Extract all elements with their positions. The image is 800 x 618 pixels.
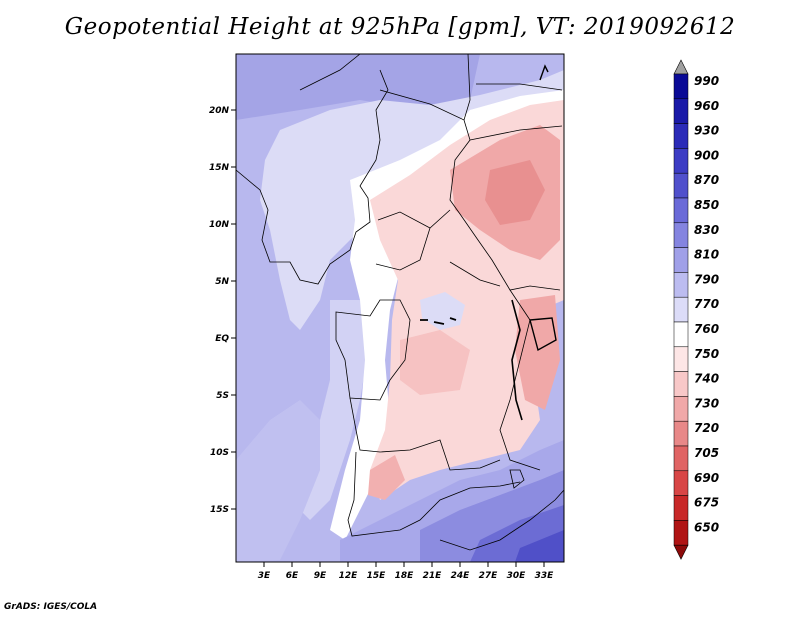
colorbar-label: 900 <box>694 148 719 162</box>
colorbar-swatch <box>673 272 689 298</box>
lon-label: 21E <box>423 571 443 581</box>
lat-axis: 20N 15N 10N 5N EQ 5S 10S 15S <box>209 106 236 515</box>
nile-coast <box>539 64 549 81</box>
lat-label: 15N <box>209 163 230 173</box>
lon-label: 3E <box>258 571 271 581</box>
colorbar-label: 870 <box>694 173 719 187</box>
colorbar-label: 690 <box>694 471 719 485</box>
border-west-africa <box>236 69 389 285</box>
lon-label: 9E <box>314 571 327 581</box>
colorbar-swatch <box>673 148 689 174</box>
lon-axis: 3E 6E 9E 12E 15E 18E 21E 24E 27E 30E 33E <box>258 562 554 581</box>
colorbar-swatch <box>673 222 689 248</box>
colorbar-swatch <box>673 321 689 348</box>
border-north-1 <box>299 54 361 91</box>
field-south-blue-4 <box>515 530 564 562</box>
colorbar-label: 705 <box>694 446 719 460</box>
lakes-chain <box>511 299 523 421</box>
colorbar-swatch <box>673 495 689 521</box>
field-salmon-south <box>368 455 405 500</box>
field-salmon-east <box>515 295 560 410</box>
colorbar-swatch <box>673 346 689 372</box>
lon-label: 15E <box>367 571 387 581</box>
colorbar-swatch <box>673 296 689 323</box>
colorbar-label: 990 <box>694 74 719 88</box>
lon-label: 24E <box>451 571 471 581</box>
colorbar: 990 960 930 900 870 850 830 810 790 770 760 750 740 7… <box>673 59 719 560</box>
colorbar-label: 650 <box>694 520 719 534</box>
colorbar-swatch <box>673 470 689 496</box>
lat-label: 20N <box>209 106 230 116</box>
field-red-core <box>485 160 545 225</box>
border-angola <box>347 451 521 537</box>
colorbar-swatch <box>673 197 689 224</box>
lon-label: 6E <box>286 571 299 581</box>
inland-water <box>420 317 457 325</box>
field-sw-ocean <box>236 400 320 562</box>
colorbar-label: 810 <box>694 248 719 262</box>
colorbar-label: 830 <box>694 223 719 237</box>
country-borders <box>236 54 564 551</box>
colorbar-swatch <box>673 247 689 273</box>
field-north-band <box>236 54 480 120</box>
field-pale-north <box>260 70 564 330</box>
colorbar-swatch <box>673 520 689 546</box>
colorbar-bottom-arrow <box>673 544 689 560</box>
colorbar-top-arrow <box>673 59 689 75</box>
colorbar-label: 760 <box>694 322 719 336</box>
colorbar-label: 750 <box>694 347 719 361</box>
lat-label: EQ <box>215 334 229 344</box>
chart-title: Geopotential Height at 925hPa [gpm], VT:… <box>64 14 736 40</box>
border-lake <box>509 469 525 489</box>
lon-label: 27E <box>479 571 499 581</box>
colorbar-label: 930 <box>694 124 719 138</box>
lat-label: 10N <box>209 220 230 230</box>
lat-label: 5N <box>215 277 229 287</box>
border-sudan <box>469 83 563 141</box>
colorbar-swatch <box>673 371 689 397</box>
field-pink-center <box>400 330 470 395</box>
colorbar-label: 730 <box>694 396 719 410</box>
border-gabon-congo <box>335 299 411 401</box>
lake-victoria <box>529 317 557 352</box>
colorbar-label: 740 <box>694 372 719 386</box>
border-central-east <box>449 119 561 291</box>
colorbar-swatch <box>673 172 689 199</box>
field-pale-island <box>420 292 465 330</box>
colorbar-label: 675 <box>694 496 719 510</box>
grads-credit: GrADS: IGES/COLA <box>4 602 98 612</box>
lon-label: 18E <box>395 571 415 581</box>
colorbar-swatch <box>673 98 689 124</box>
colorbar-swatch <box>673 420 689 447</box>
colorbar-label: 720 <box>694 421 719 435</box>
colorbar-label: 770 <box>694 297 719 311</box>
border-chad-car <box>375 209 451 271</box>
colorbar-swatch <box>673 73 689 100</box>
map-frame <box>235 53 565 563</box>
lat-label: 10S <box>210 448 229 458</box>
colorbar-swatch <box>673 445 689 472</box>
lon-label: 12E <box>339 571 359 581</box>
colorbar-label: 960 <box>694 99 719 113</box>
lat-label: 15S <box>210 505 229 515</box>
lon-label: 33E <box>535 571 555 581</box>
lon-label: 30E <box>507 571 527 581</box>
colorbar-label: 790 <box>694 272 719 286</box>
colorbar-label: 850 <box>694 198 719 212</box>
colorbar-swatch <box>673 123 689 149</box>
colorbar-swatch <box>673 396 689 422</box>
border-drc-south <box>349 397 501 471</box>
lat-label: 5S <box>216 391 229 401</box>
border-south-east <box>439 489 564 551</box>
